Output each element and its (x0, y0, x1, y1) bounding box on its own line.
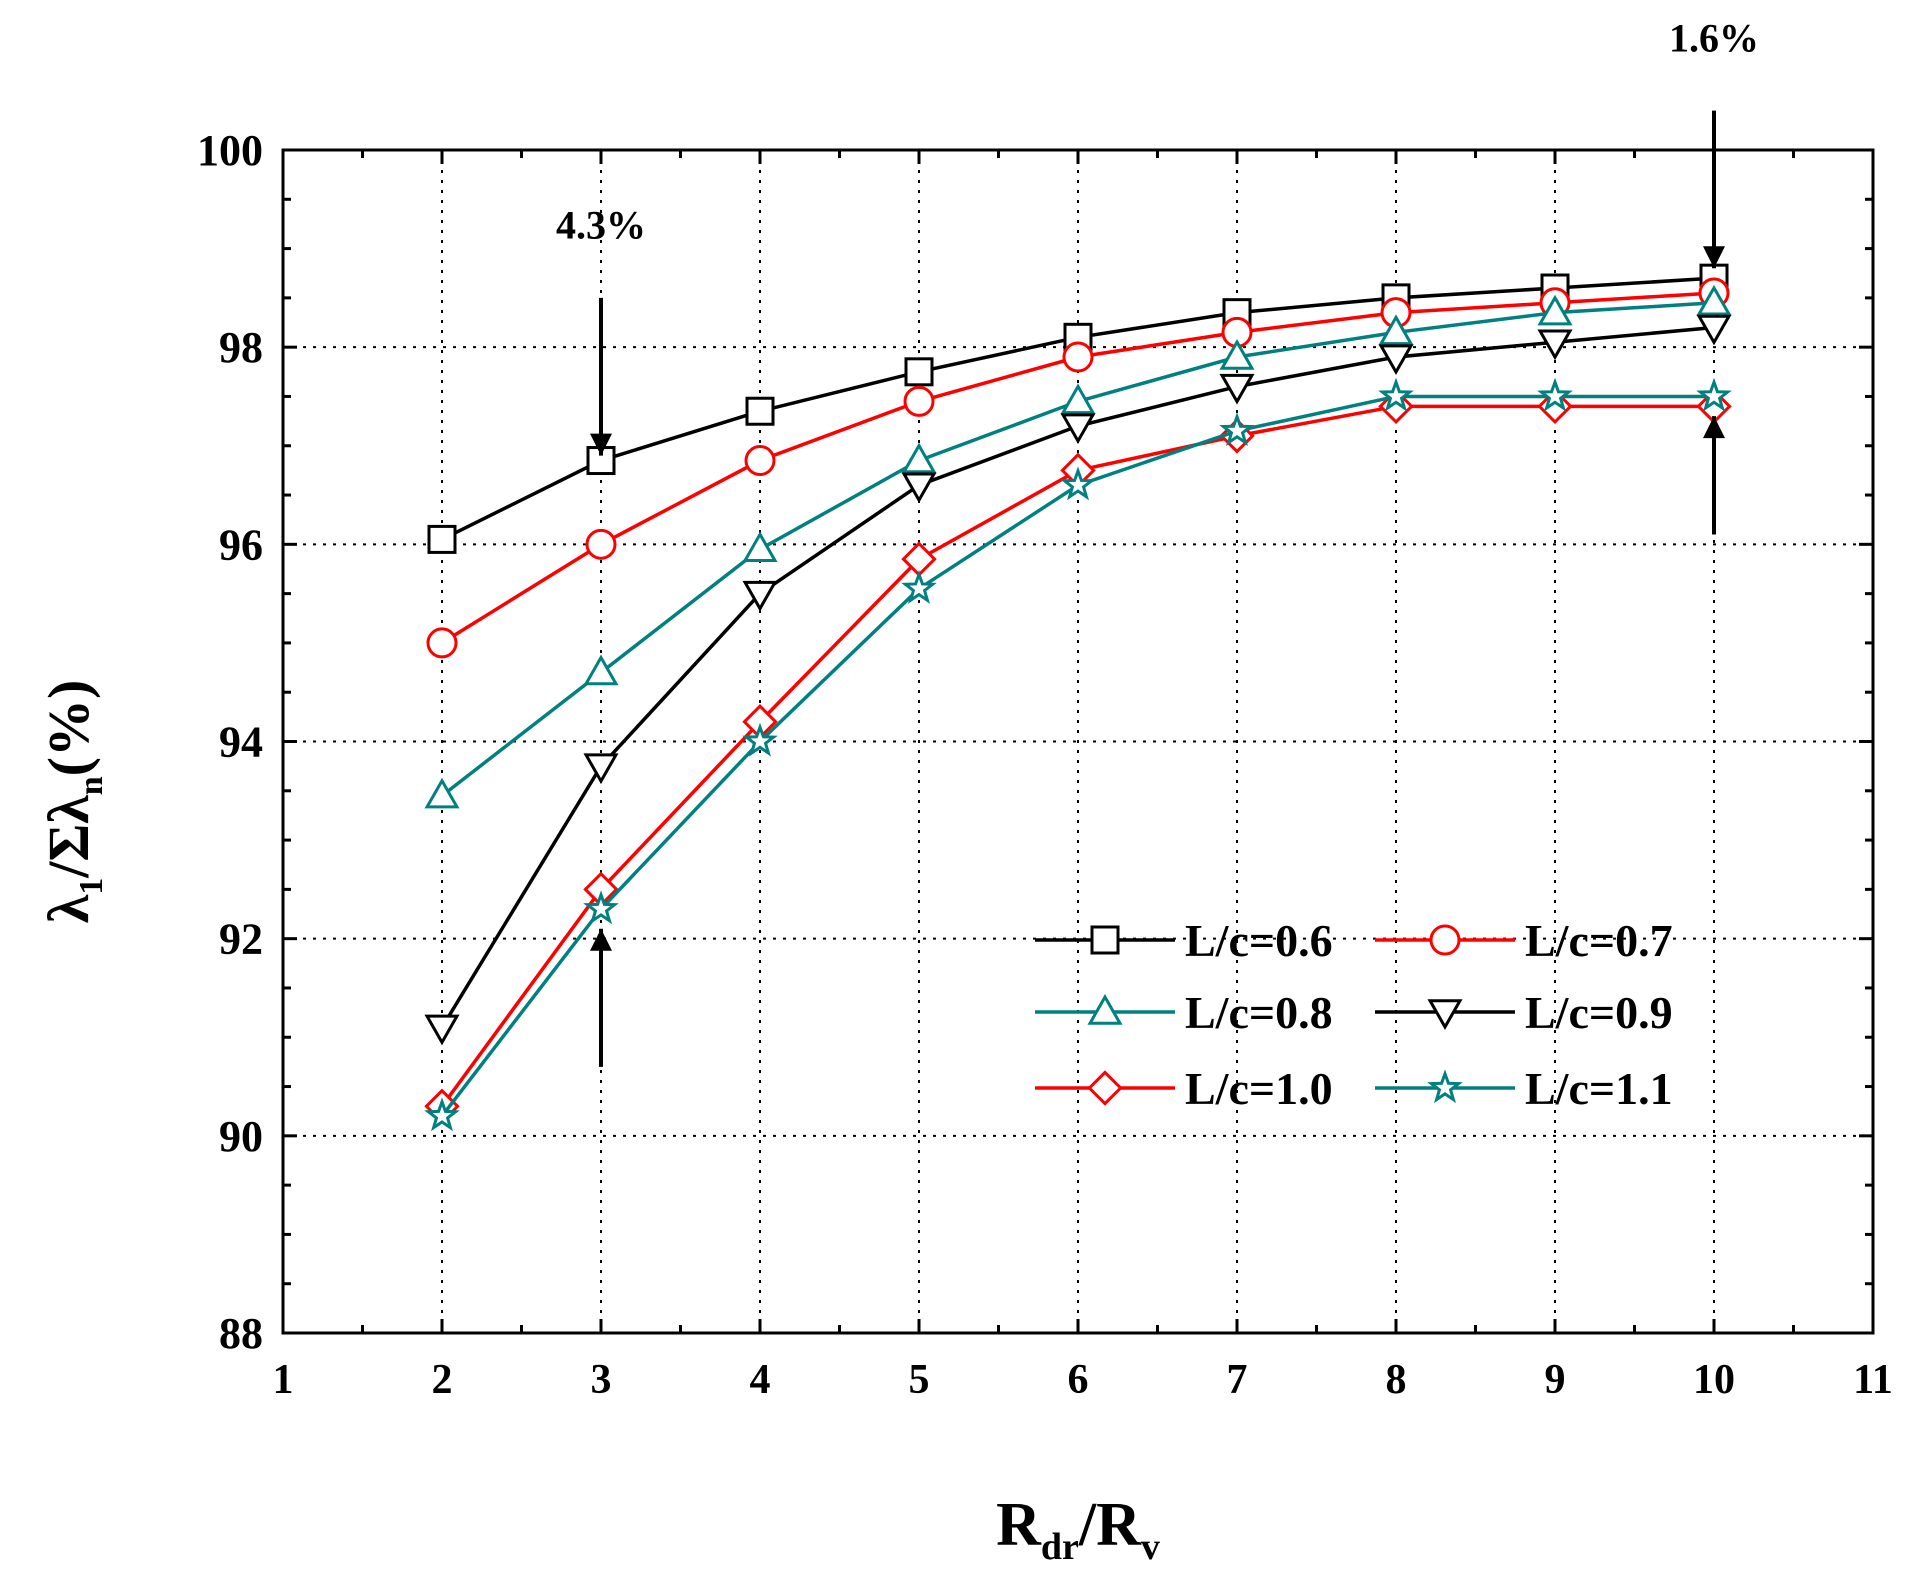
y-tick-label: 94 (219, 718, 263, 767)
x-tick-label: 9 (1545, 1357, 1566, 1403)
legend-item: L/c=0.8 (1035, 987, 1333, 1038)
x-tick-label: 1 (273, 1357, 294, 1403)
y-tick-label: 98 (219, 323, 263, 372)
data-point (1060, 466, 1096, 501)
data-point (744, 445, 776, 477)
axes: 1 2 3 4 5 6 7 8 9 10 11 88 90 92 94 96 98 100 (197, 126, 1893, 1403)
data-point (1696, 314, 1732, 346)
data-point (742, 580, 778, 612)
legend-marker (1429, 924, 1461, 956)
legend-label: L/c=0.6 (1185, 915, 1333, 966)
annotation-arrow-head (1703, 246, 1725, 269)
data-point (1060, 413, 1096, 445)
legend-marker (1427, 999, 1463, 1030)
y-tick-label: 100 (197, 126, 263, 175)
legend-item: L/c=0.9 (1375, 987, 1673, 1038)
data-point (1537, 294, 1573, 326)
data-point (583, 890, 619, 925)
legend-label: L/c=1.0 (1185, 1063, 1333, 1114)
x-tick-label: 4 (750, 1357, 771, 1403)
annotation-label: 1.6% (1669, 15, 1759, 60)
legend-label: L/c=0.9 (1525, 987, 1673, 1038)
legend-item: L/c=1.0 (1035, 1063, 1333, 1114)
x-tick-label: 5 (909, 1357, 930, 1403)
data-point (903, 385, 935, 417)
legend-marker (1087, 994, 1123, 1025)
data-point (426, 627, 458, 659)
legend-item: L/c=0.7 (1375, 915, 1673, 966)
legend-item: L/c=1.1 (1375, 1063, 1673, 1114)
legend-label: L/c=0.7 (1525, 915, 1673, 966)
legend-marker (1090, 925, 1120, 955)
data-point (1696, 284, 1732, 316)
legend-item: L/c=0.6 (1035, 915, 1333, 966)
data-point (1378, 377, 1414, 412)
data-point (901, 472, 937, 504)
x-tick-label: 11 (1853, 1357, 1893, 1403)
x-tick-label: 8 (1386, 1357, 1407, 1403)
legend-label: L/c=0.8 (1185, 987, 1333, 1038)
data-point (585, 528, 617, 560)
data-point (583, 753, 619, 785)
data-point (1378, 388, 1414, 425)
data-point (583, 654, 619, 686)
data-point (904, 357, 934, 387)
annotation-label: 4.3% (556, 203, 646, 248)
axis-labels: Rdr/Rv λ1/Σλn(%) (36, 680, 1160, 1568)
annotation-arrow-head (590, 928, 612, 951)
x-tick-label: 3 (591, 1357, 612, 1403)
data-point (1378, 344, 1414, 375)
series-l-c-0-9 (424, 314, 1732, 1046)
data-point (1219, 339, 1255, 370)
annotation: 4.3% (556, 203, 646, 456)
data-point (1219, 412, 1255, 447)
y-axis-title: λ1/Σλn(%) (36, 680, 110, 924)
data-point (424, 777, 460, 809)
data-point (427, 524, 457, 554)
data-point (1537, 377, 1573, 412)
y-tick-label: 96 (219, 520, 263, 569)
x-tick-label: 6 (1068, 1357, 1089, 1403)
data-point (1537, 388, 1573, 425)
data-point (745, 396, 775, 426)
x-axis-title: Rdr/Rv (996, 1491, 1160, 1568)
x-tick-label: 10 (1693, 1357, 1735, 1403)
annotation (1703, 416, 1725, 535)
annotation (590, 928, 612, 1067)
legend-label: L/c=1.1 (1525, 1063, 1673, 1114)
data-point (1060, 383, 1096, 415)
series-line (440, 394, 1714, 1118)
series-group (424, 263, 1732, 1132)
annotation-arrow-head (1703, 416, 1725, 439)
data-point (742, 722, 778, 757)
annotation-arrow-head (590, 433, 612, 456)
legend-marker (1427, 1069, 1463, 1104)
legend-marker (1087, 1070, 1123, 1106)
annotations: 4.3% 1.6% (556, 15, 1759, 1067)
series-l-c-0-8 (424, 284, 1732, 809)
x-tick-label: 7 (1227, 1357, 1248, 1403)
series-l-c-1-1 (424, 377, 1732, 1132)
data-point (1219, 373, 1255, 405)
legend: L/c=0.6 L/c=0.7 L/c=0.8 L/c=0.9 L/c=1.0 L/c=1… (1035, 915, 1673, 1114)
data-point (424, 1097, 460, 1132)
y-tick-label: 88 (219, 1309, 263, 1358)
data-point (742, 531, 778, 562)
y-tick-label: 90 (219, 1112, 263, 1161)
data-point (1537, 329, 1573, 361)
annotation: 1.6% (1669, 15, 1759, 269)
x-tick-label: 2 (432, 1357, 453, 1403)
y-tick-label: 92 (219, 915, 263, 964)
data-point (1378, 314, 1414, 346)
data-point (1696, 377, 1732, 412)
data-point (1062, 341, 1094, 373)
data-point (901, 442, 937, 474)
data-point (901, 569, 937, 604)
data-point (424, 1014, 460, 1046)
